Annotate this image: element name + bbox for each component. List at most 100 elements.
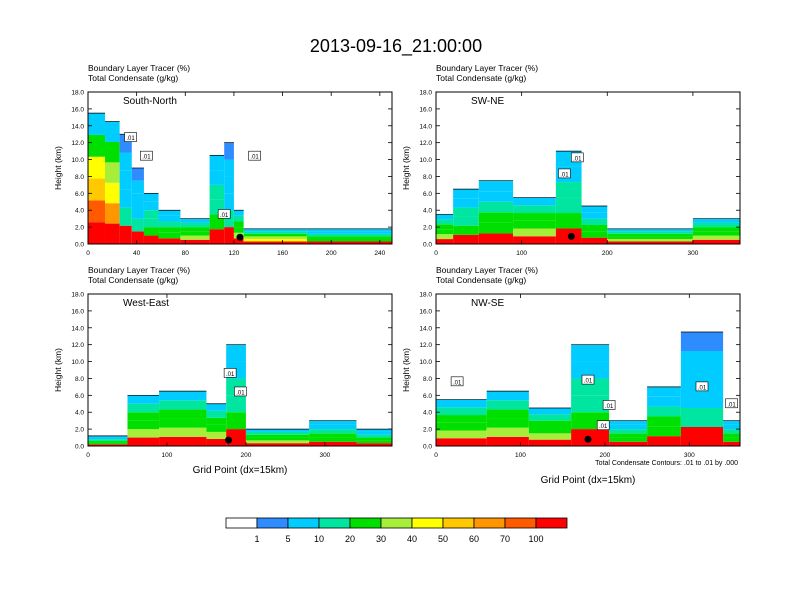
data-cell (88, 222, 106, 244)
data-cell (245, 431, 310, 435)
x-tick-label: 300 (319, 452, 330, 459)
colorbar-swatch (504, 517, 537, 529)
data-cell (127, 420, 160, 430)
data-cell (486, 418, 529, 428)
contour-label-box (725, 398, 738, 409)
data-cell (436, 422, 487, 431)
x-axis-label: Grid Point (dx=15km) (541, 475, 636, 486)
data-cell (436, 219, 454, 225)
y-axis-label: Height (km) (53, 348, 63, 392)
colorbar: 1 5 10 20 30 40 50 60 70 100 (225, 517, 568, 544)
panel-frame (87, 293, 393, 447)
data-cell (158, 221, 181, 228)
data-cell (143, 235, 159, 244)
data-cell (607, 231, 693, 234)
y-tick-label: 10.0 (71, 359, 84, 366)
data-cell (224, 176, 234, 194)
y-tick-label: 0.0 (75, 444, 84, 451)
contour-label-box (695, 381, 709, 392)
data-cell (158, 215, 181, 222)
data-cell (453, 234, 479, 244)
data-cell (206, 410, 227, 418)
y-tick-label: 6.0 (423, 393, 432, 400)
data-cell (680, 351, 724, 370)
x-tick-label: 100 (516, 250, 527, 257)
data-cell (306, 233, 392, 237)
data-cell (158, 210, 181, 216)
panel-name: South-North (123, 96, 177, 107)
data-cell (158, 238, 181, 244)
panel-header-tracer: Boundary Layer Tracer (%) (88, 265, 190, 275)
contour-label: .01 (453, 380, 462, 386)
data-cell (159, 427, 207, 437)
panel-nw-se: Boundary Layer Tracer (%)Total Condensat… (401, 265, 741, 486)
data-cell (206, 403, 227, 411)
data-cell (159, 436, 207, 446)
y-tick-label: 8.0 (75, 376, 84, 383)
colorbar-label: 10 (314, 534, 324, 544)
data-cell (131, 180, 144, 194)
panel-header-tracer: Boundary Layer Tracer (%) (436, 63, 538, 73)
data-cell (609, 433, 648, 438)
y-tick-label: 6.0 (75, 191, 84, 198)
location-marker (236, 233, 244, 241)
data-cell (436, 214, 454, 220)
data-cell (88, 440, 128, 443)
data-cell (119, 152, 132, 171)
data-cell (723, 424, 740, 430)
data-cell (105, 203, 120, 224)
colorbar-swatch (442, 517, 475, 529)
data-cell (486, 391, 529, 401)
data-cell (436, 239, 454, 244)
x-axis-label: Grid Point (dx=15km) (193, 465, 288, 476)
data-cell (131, 231, 144, 244)
data-cell (243, 233, 307, 237)
data-cell (105, 121, 120, 142)
contour-label-box (450, 376, 464, 387)
y-tick-label: 12.0 (419, 342, 432, 349)
data-cell (609, 437, 648, 442)
x-tick-label: 200 (326, 250, 337, 257)
data-cell (609, 441, 648, 446)
data-cell (127, 412, 160, 421)
data-cell (680, 332, 724, 351)
data-cell (127, 429, 160, 438)
y-tick-label: 18.0 (71, 292, 84, 299)
x-tick-label: 0 (86, 250, 90, 257)
y-tick-label: 2.0 (423, 427, 432, 434)
data-cell (224, 159, 234, 177)
data-cell (356, 434, 392, 438)
panel-frame (435, 91, 741, 245)
panel-data (436, 331, 740, 446)
data-cell (356, 431, 392, 435)
data-cell (692, 239, 740, 244)
x-tick-label: 240 (374, 250, 385, 257)
data-cell (647, 416, 681, 427)
data-cell (224, 193, 234, 211)
y-axis-label: Height (km) (401, 348, 411, 392)
contour-label-box (570, 152, 584, 163)
data-cell (453, 189, 479, 199)
data-cell (233, 221, 244, 228)
data-cell (356, 443, 392, 446)
y-tick-label: 12.0 (71, 342, 84, 349)
data-cell (180, 235, 210, 240)
x-tick-label: 300 (687, 250, 698, 257)
y-tick-label: 18.0 (419, 90, 432, 97)
y-tick-label: 16.0 (71, 106, 84, 113)
data-cell (88, 439, 128, 441)
data-cell (158, 232, 181, 239)
panel-data (436, 150, 740, 244)
data-cell (127, 437, 160, 446)
panel-header-condensate: Total Condensate (g/kg) (436, 73, 526, 83)
contour-label: .01 (698, 385, 707, 391)
data-cell (528, 427, 572, 434)
data-cell (723, 429, 740, 434)
data-cell (436, 229, 454, 235)
x-tick-label: 200 (240, 452, 251, 459)
colorbar-swatch (287, 517, 320, 529)
data-cell (528, 439, 572, 446)
data-cell (609, 420, 648, 425)
data-cell (88, 444, 128, 446)
